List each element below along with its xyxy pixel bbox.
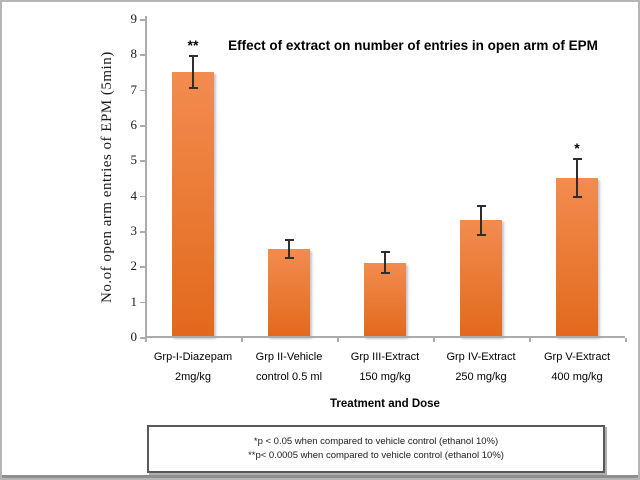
error-bar-cap-bottom-grp-5 xyxy=(572,196,582,199)
x-category-label-line: Grp-I-Diazepam xyxy=(153,351,233,363)
error-bar-cap-top-grp-2 xyxy=(284,238,294,241)
x-category-label-line: 150 mg/kg xyxy=(359,371,411,383)
y-tick-label: 5 xyxy=(130,152,138,168)
y-tick xyxy=(140,337,145,339)
x-category-label-grp-5: Grp V-Extract 400 mg/kg xyxy=(525,347,629,387)
error-bar-cap-bottom-grp-2 xyxy=(284,256,294,259)
y-axis-line xyxy=(145,16,147,342)
y-tick-label: 8 xyxy=(130,46,138,62)
x-category-label-line: 400 mg/kg xyxy=(551,371,603,383)
y-tick-label: 1 xyxy=(130,293,138,309)
x-tick xyxy=(625,338,627,342)
x-tick xyxy=(241,338,243,342)
bar-grp-2 xyxy=(268,248,310,337)
x-tick xyxy=(529,338,531,342)
error-bar-cap-bottom-grp-1 xyxy=(188,86,198,89)
x-tick xyxy=(145,338,147,342)
x-category-label-line: control 0.5 ml xyxy=(255,371,323,383)
x-tick xyxy=(337,338,339,342)
y-tick xyxy=(140,160,145,162)
error-bar-line-grp-3 xyxy=(384,252,386,274)
x-category-label-line: Grp II-Vehicle xyxy=(255,351,323,363)
x-category-label-grp-3: Grp III-Extract 150 mg/kg xyxy=(333,347,437,387)
y-tick xyxy=(140,89,145,92)
y-tick-label: 7 xyxy=(130,81,138,97)
x-category-label-line: Grp IV-Extract xyxy=(446,351,516,363)
error-bar-cap-top-grp-4 xyxy=(476,205,486,208)
y-tick xyxy=(140,231,145,233)
error-bar-line-grp-5 xyxy=(576,158,578,198)
x-category-label-line: Grp V-Extract xyxy=(543,351,611,363)
y-tick xyxy=(140,19,145,21)
chart-title: Effect of extract on number of entries i… xyxy=(228,38,598,53)
error-bar-cap-top-grp-3 xyxy=(380,251,390,254)
footnote-box: *p < 0.05 when compared to vehicle contr… xyxy=(147,425,605,473)
y-tick-label: 3 xyxy=(130,223,138,238)
bar-chart-plot-area: 0 1 2 3 4 5 6 7 8 9 ** * Grp-I-Diazepam 2mg/kg Grp II-… xyxy=(2,2,638,422)
error-bar-cap-top-grp-5 xyxy=(572,157,582,160)
footnote-line-2: **p< 0.0005 when compared to vehicle con… xyxy=(248,450,504,461)
error-bar-cap-bottom-grp-3 xyxy=(380,272,390,275)
x-category-label-grp-1: Grp-I-Diazepam 2mg/kg xyxy=(141,347,245,387)
y-tick-label: 6 xyxy=(130,117,138,132)
error-bar-line-grp-1 xyxy=(192,56,194,88)
x-category-label-grp-2: Grp II-Vehicle control 0.5 ml xyxy=(237,347,341,387)
bar-grp-5 xyxy=(556,178,598,337)
x-axis-line xyxy=(145,336,625,338)
bar-grp-1 xyxy=(172,72,214,337)
x-axis-label: Treatment and Dose xyxy=(330,398,440,410)
x-tick xyxy=(433,338,435,342)
y-tick-label: 0 xyxy=(130,329,138,344)
x-category-label-line: 250 mg/kg xyxy=(455,371,507,383)
x-category-label-line: Grp III-Extract xyxy=(350,351,420,363)
y-tick xyxy=(140,54,145,56)
x-category-label-grp-4: Grp IV-Extract 250 mg/kg xyxy=(429,347,533,387)
y-tick xyxy=(140,301,145,304)
error-bar-cap-top-grp-1 xyxy=(188,55,198,58)
bar-grp-4 xyxy=(460,220,502,337)
footnote-line-1: *p < 0.05 when compared to vehicle contr… xyxy=(253,436,499,447)
y-tick xyxy=(140,125,145,127)
significance-marker-grp-1: ** xyxy=(187,37,199,54)
error-bar-line-grp-2 xyxy=(288,239,290,258)
y-tick-label: 4 xyxy=(130,187,138,203)
y-tick-label: 2 xyxy=(130,258,138,274)
bottom-border-strip xyxy=(2,475,638,478)
y-tick-label: 9 xyxy=(130,11,138,26)
error-bar-line-grp-4 xyxy=(480,206,482,235)
significance-marker-grp-5: * xyxy=(574,139,580,156)
bar-grp-3 xyxy=(364,262,406,337)
y-tick xyxy=(140,195,145,198)
x-category-label-line: 2mg/kg xyxy=(174,371,212,383)
error-bar-cap-bottom-grp-4 xyxy=(476,233,486,236)
y-tick xyxy=(140,266,145,268)
